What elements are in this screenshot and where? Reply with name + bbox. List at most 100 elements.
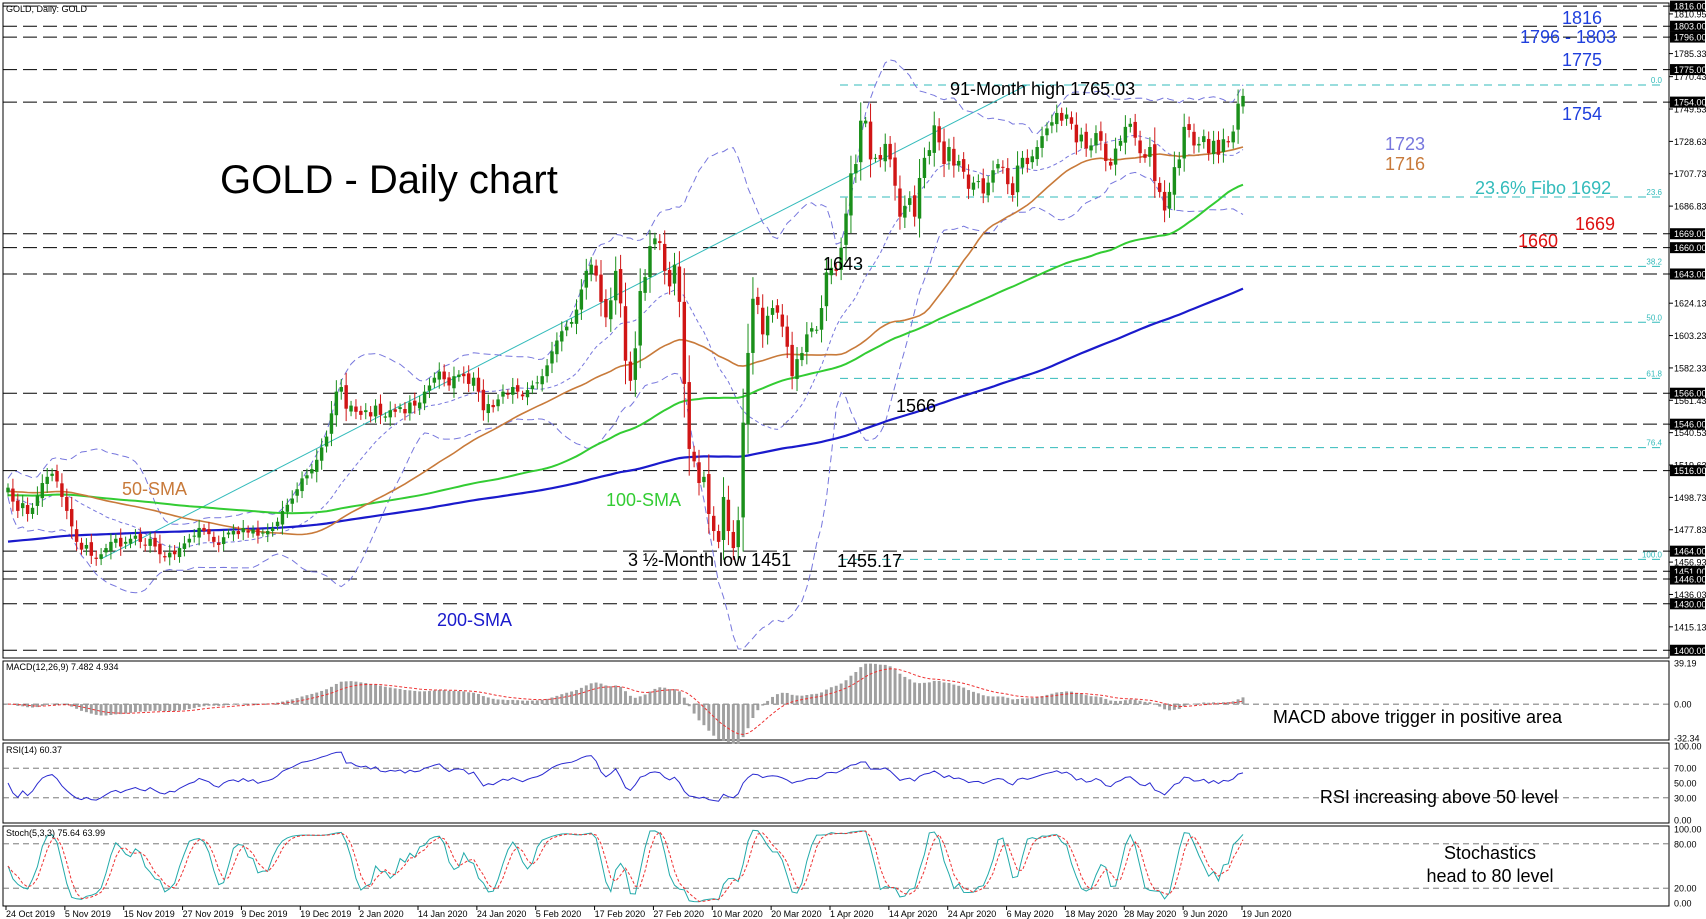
macd-bar bbox=[702, 704, 706, 726]
macd-bar bbox=[1020, 698, 1024, 705]
candle-body bbox=[226, 532, 231, 535]
macd-bar bbox=[65, 704, 69, 705]
macd-bar bbox=[261, 703, 265, 705]
price-tick-highlight bbox=[1670, 418, 1705, 430]
stoch-tick-label: 0.00 bbox=[1674, 899, 1692, 909]
macd-label: MACD(12,26,9) 7.482 4.934 bbox=[6, 662, 119, 672]
low-annotation: 3 ½-Month low 1451 bbox=[628, 550, 791, 570]
sma-1716-label: 1716 bbox=[1385, 154, 1425, 174]
candle-body bbox=[413, 400, 417, 406]
candle-body bbox=[927, 150, 932, 156]
date-tick-label: 24 Jan 2020 bbox=[477, 909, 527, 919]
horizontal-levels bbox=[3, 5, 1669, 651]
macd-bar bbox=[84, 704, 88, 713]
candle-body bbox=[368, 412, 373, 417]
price-tick-label: 1603.23 bbox=[1674, 331, 1706, 341]
candle-body bbox=[800, 352, 804, 361]
candle-body bbox=[702, 476, 706, 483]
macd-bar bbox=[545, 698, 549, 705]
macd-bar bbox=[633, 697, 637, 705]
macd-bar bbox=[511, 699, 515, 705]
stoch-tick-label: 20.00 bbox=[1674, 884, 1697, 894]
macd-bar bbox=[937, 680, 941, 705]
candle-body bbox=[574, 309, 579, 324]
candle-body bbox=[1094, 133, 1098, 146]
macd-bar bbox=[1099, 697, 1103, 705]
macd-bar bbox=[251, 703, 255, 705]
candle-body bbox=[109, 541, 113, 551]
macd-bar bbox=[952, 684, 956, 705]
candle-body bbox=[192, 535, 196, 537]
candle-body bbox=[275, 521, 280, 527]
candle-body bbox=[69, 509, 74, 527]
candle-body bbox=[1143, 154, 1147, 158]
macd-bar bbox=[94, 704, 98, 715]
macd-bar bbox=[795, 695, 799, 705]
candle-body bbox=[35, 495, 40, 506]
bollinger-middle bbox=[7, 134, 1244, 548]
candle-body bbox=[1040, 136, 1044, 148]
price-tick-label: 1464.00 bbox=[1674, 547, 1706, 557]
bollinger-lower bbox=[7, 171, 1244, 650]
candle-body bbox=[682, 301, 687, 384]
macd-bar bbox=[212, 704, 216, 706]
macd-bar bbox=[535, 700, 539, 705]
price-tick-label: 1415.13 bbox=[1674, 622, 1706, 632]
macd-bar bbox=[1074, 692, 1078, 705]
macd-bar bbox=[526, 700, 529, 705]
candle-body bbox=[319, 447, 324, 461]
macd-bar bbox=[1153, 704, 1157, 705]
date-axis: 24 Oct 2019 5 Nov 2019 15 Nov 2019 27 Nov 2… bbox=[5, 906, 1292, 919]
candle-body bbox=[981, 178, 985, 194]
candle-body bbox=[775, 305, 780, 313]
macd-bar bbox=[462, 691, 466, 705]
macd-bar bbox=[256, 703, 260, 705]
macd-bar bbox=[780, 692, 784, 705]
candle-body bbox=[261, 532, 265, 534]
macd-bar bbox=[45, 704, 49, 705]
macd-bar bbox=[148, 704, 152, 711]
macd-bar bbox=[1182, 704, 1186, 707]
candle-body bbox=[481, 389, 486, 411]
candle-body bbox=[932, 125, 936, 153]
candle-body bbox=[957, 160, 961, 166]
macd-bar bbox=[677, 691, 681, 705]
macd-bar bbox=[89, 704, 93, 714]
macd-bar bbox=[1133, 699, 1137, 705]
macd-bar bbox=[1128, 699, 1132, 705]
macd-bar bbox=[1187, 704, 1191, 705]
macd-bar bbox=[707, 704, 711, 731]
candle-body bbox=[996, 164, 1000, 169]
fibo-pct-label: 100.0 bbox=[1642, 550, 1663, 559]
macd-bar bbox=[1084, 695, 1088, 705]
candle-body bbox=[643, 277, 647, 293]
macd-bar bbox=[815, 693, 819, 705]
macd-tick-label: 0.00 bbox=[1674, 700, 1692, 710]
macd-bar bbox=[726, 704, 730, 742]
candle-body bbox=[158, 543, 162, 555]
macd-bar bbox=[761, 704, 765, 706]
fibonacci-levels: 0.0 23.6 38.2 50.0 61.8 76.4 100.0 bbox=[99, 76, 1663, 560]
macd-bar bbox=[207, 704, 211, 706]
candle-body bbox=[834, 268, 838, 271]
candle-body bbox=[45, 476, 49, 484]
price-tick-label: 1436.03 bbox=[1674, 590, 1706, 600]
level-1660-label: 1660 bbox=[1518, 231, 1558, 251]
macd-bar bbox=[1119, 700, 1122, 705]
candle-body bbox=[241, 527, 245, 533]
macd-bar bbox=[1197, 703, 1201, 705]
candle-body bbox=[515, 385, 520, 392]
macd-bar bbox=[158, 704, 162, 712]
macd-bar bbox=[1035, 697, 1039, 705]
candle-body bbox=[756, 296, 760, 305]
macd-bar bbox=[584, 685, 588, 705]
macd-bar bbox=[1006, 697, 1010, 705]
macd-bar bbox=[1231, 701, 1235, 705]
price-tick-label: 1566.00 bbox=[1674, 389, 1706, 399]
macd-bar bbox=[722, 704, 725, 741]
candle-body bbox=[790, 344, 794, 377]
candle-body bbox=[751, 298, 755, 353]
candle-body bbox=[408, 402, 412, 414]
candle-body bbox=[599, 274, 603, 302]
candle-body bbox=[555, 340, 559, 355]
